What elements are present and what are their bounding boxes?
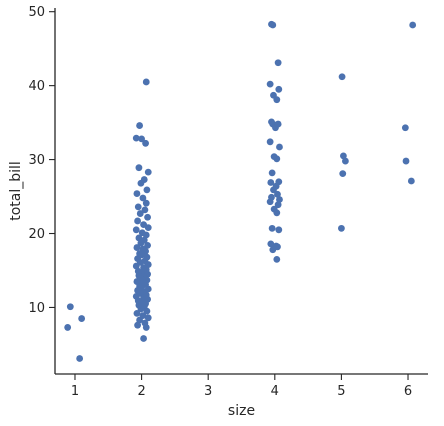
data-point: [132, 262, 140, 270]
data-point: [276, 143, 283, 151]
data-point: [64, 324, 72, 331]
data-point: [132, 134, 140, 142]
data-point: [76, 355, 84, 362]
data-point: [339, 170, 347, 178]
data-point: [144, 224, 152, 232]
data-point: [267, 179, 275, 186]
data-point: [138, 135, 145, 143]
data-point: [268, 224, 276, 232]
data-point: [142, 139, 149, 147]
data-point: [144, 241, 151, 249]
data-point: [136, 210, 144, 217]
data-point: [340, 152, 347, 160]
data-point: [132, 226, 140, 234]
y-axis: 10 20 30 40 50: [28, 5, 55, 316]
data-point: [144, 168, 152, 176]
x-tick-label: 2: [137, 384, 145, 399]
data-point: [78, 315, 86, 322]
data-point: [142, 324, 150, 331]
data-point: [133, 190, 141, 197]
y-tick-label: 10: [28, 301, 45, 316]
data-point: [133, 244, 141, 251]
data-point: [269, 21, 277, 29]
data-point: [135, 234, 143, 242]
data-point: [274, 201, 282, 209]
data-point: [139, 194, 147, 202]
data-point: [272, 124, 279, 132]
x-axis-label: size: [228, 403, 255, 419]
y-tick-label: 30: [28, 153, 45, 168]
x-tick-label: 1: [71, 384, 79, 399]
data-point: [142, 231, 150, 239]
data-point: [338, 224, 345, 232]
data-point: [144, 314, 152, 322]
data-point: [133, 309, 141, 317]
data-point: [338, 73, 346, 81]
data-point: [142, 199, 150, 207]
data-point: [142, 78, 150, 86]
data-point: [266, 198, 274, 206]
data-point: [273, 209, 281, 217]
data-point: [137, 305, 145, 313]
data-point: [143, 186, 151, 194]
x-axis: 1 2 3 4 5 6: [71, 374, 412, 399]
data-point: [137, 179, 145, 187]
data-point: [140, 335, 147, 342]
data-point: [276, 196, 283, 203]
y-tick-label: 20: [28, 227, 45, 242]
data-point: [66, 303, 74, 311]
y-tick-label: 50: [28, 5, 45, 20]
y-tick-label: 40: [28, 79, 45, 94]
data-point: [342, 157, 349, 165]
x-tick-label: 5: [337, 384, 345, 399]
data-point: [267, 240, 275, 248]
data-point: [266, 80, 274, 88]
data-point: [401, 124, 409, 132]
data-point: [134, 203, 142, 211]
data-point: [409, 21, 417, 29]
data-point: [134, 321, 141, 329]
data-point: [270, 186, 277, 194]
x-tick-label: 6: [404, 384, 412, 399]
data-point: [144, 213, 151, 221]
data-point: [275, 226, 283, 234]
data-point: [268, 169, 276, 177]
data-point: [274, 243, 281, 251]
data-points: [64, 20, 417, 362]
data-point: [135, 164, 143, 172]
data-point: [134, 217, 141, 225]
x-tick-label: 3: [204, 384, 212, 399]
data-point: [274, 190, 281, 198]
data-point: [275, 85, 283, 93]
data-point: [407, 177, 415, 185]
data-point: [136, 122, 143, 129]
y-axis-label: total_bill: [8, 161, 24, 221]
x-tick-label: 4: [271, 384, 279, 399]
data-point: [402, 157, 410, 165]
data-point: [273, 155, 281, 163]
data-point: [274, 59, 282, 67]
data-point: [273, 96, 281, 104]
data-point: [141, 206, 149, 214]
data-point: [273, 255, 281, 263]
data-point: [143, 307, 151, 315]
data-point: [137, 239, 145, 247]
data-point: [266, 138, 274, 146]
data-point: [136, 316, 143, 324]
